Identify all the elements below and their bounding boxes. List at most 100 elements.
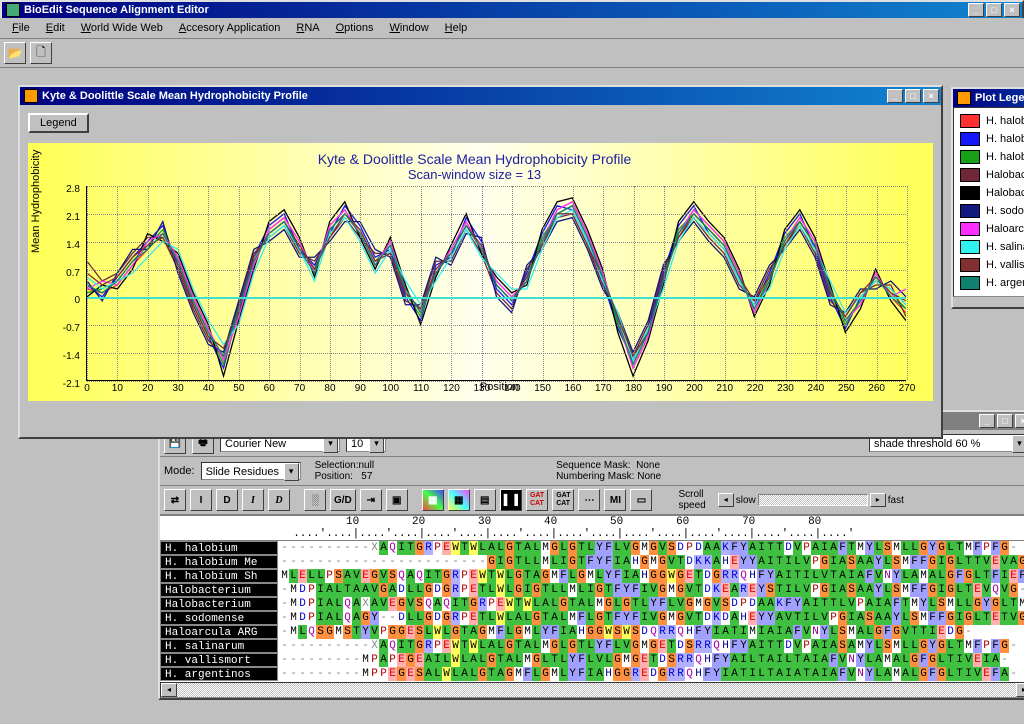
legend-row[interactable]: H. sodomense: [958, 202, 1024, 220]
btn-clip[interactable]: ▣: [386, 489, 408, 511]
ylabel: Mean Hydrophobicity: [30, 150, 42, 253]
seq-name[interactable]: H. halobium Sh: [160, 569, 278, 583]
legend-row[interactable]: H. argentinos ARG-1: [958, 274, 1024, 292]
minimize-button[interactable]: _: [887, 89, 903, 103]
btn-mi[interactable]: MI: [604, 489, 626, 511]
seq-data[interactable]: ---------MPPEGESALWLALGTAGMFLGMLYFIAHGGR…: [278, 667, 1018, 681]
seq-name[interactable]: H. argentinos: [160, 667, 278, 681]
maximize-button[interactable]: □: [986, 3, 1002, 17]
legend-row[interactable]: H. vallismortis: [958, 256, 1024, 274]
seq-scrollbar-h[interactable]: ◂ ▸: [160, 682, 1024, 698]
seq-name[interactable]: H. halobium: [160, 541, 278, 555]
seq-data[interactable]: -MLQSGMSTYVPGGESLWLGTAGMFLGMLYFIAHGGWSWS…: [278, 625, 973, 639]
seq-data[interactable]: -MDPIALQAGY--DLLGDGRPETLWLALGTALMFLGTFYF…: [278, 611, 1024, 625]
btn-ruler[interactable]: ▭: [630, 489, 652, 511]
seq-name[interactable]: Halobacterium: [160, 583, 278, 597]
xtick: 260: [868, 383, 885, 394]
minimize-button[interactable]: _: [979, 414, 995, 428]
chart-title: Kyte & Doolittle Scale Mean Hydrophobici…: [42, 90, 885, 102]
scroll-speed-slider[interactable]: ◂ slow ▸ fast: [718, 493, 904, 507]
btn-D[interactable]: D: [216, 489, 238, 511]
xtick: 120: [443, 383, 460, 394]
xtick: 110: [413, 383, 429, 394]
seq-name[interactable]: Haloarcula ARG: [160, 625, 278, 639]
menu-edit[interactable]: Edit: [38, 20, 73, 36]
seq-data[interactable]: -----------------------GIGTLLMLIGTFYFIAH…: [278, 555, 1024, 569]
btn-D2[interactable]: D: [268, 489, 290, 511]
legend-button[interactable]: Legend: [28, 113, 89, 133]
seq-name[interactable]: H. halobium Me: [160, 555, 278, 569]
btn-I[interactable]: I: [190, 489, 212, 511]
menu-options[interactable]: Options: [328, 20, 382, 36]
seq-rows[interactable]: H. halobium----------XAQITGRPEWTWLALGTAL…: [160, 540, 1024, 682]
btn-gat1[interactable]: GATCAT: [526, 489, 548, 511]
seq-data[interactable]: -MDPIALQAXAVEGVSQAQITGRPEWTWLALGTALMGLGT…: [278, 597, 1024, 611]
seq-data[interactable]: ----------XAQITGRPEWTWLALGTALMGLGTLYFLVG…: [278, 639, 1018, 653]
seq-name[interactable]: H. sodomense: [160, 611, 278, 625]
legend-row[interactable]: H. salinarum: [958, 238, 1024, 256]
close-button[interactable]: ×: [1015, 414, 1024, 428]
btn-grid[interactable]: ▤: [474, 489, 496, 511]
seq-row[interactable]: H. sodomense-MDPIALQAGY--DLLGDGRPETLWLAL…: [160, 611, 1024, 625]
legend-row[interactable]: Halobacterium SG1: [958, 166, 1024, 184]
btn-dots[interactable]: ⋯: [578, 489, 600, 511]
legend-swatch: [960, 258, 980, 272]
seq-row[interactable]: H. halobium----------XAQITGRPEWTWLALGTAL…: [160, 541, 1024, 555]
seq-name[interactable]: H. salinarum: [160, 639, 278, 653]
close-button[interactable]: ×: [923, 89, 939, 103]
menu-window[interactable]: Window: [382, 20, 437, 36]
btn-gd[interactable]: G/D: [330, 489, 356, 511]
minimize-button[interactable]: _: [968, 3, 984, 17]
chart-titlebar[interactable]: Kyte & Doolittle Scale Mean Hydrophobici…: [20, 87, 941, 105]
seq-data[interactable]: ---------MPAPEGEAILWLALGTALMGLTLYFLVLGMG…: [278, 653, 1009, 667]
legend-row[interactable]: H. halobium Shark: [958, 148, 1024, 166]
seq-row[interactable]: H. salinarum----------XAQITGRPEWTWLALGTA…: [160, 639, 1024, 653]
btn-invert[interactable]: ▌▐: [500, 489, 522, 511]
open-folder-button[interactable]: 📂: [4, 42, 26, 64]
seq-row[interactable]: H. halobium Me-----------------------GIG…: [160, 555, 1024, 569]
menu-help[interactable]: Help: [437, 20, 476, 36]
legend-swatch: [960, 114, 980, 128]
btn-gat2[interactable]: GATCAT: [552, 489, 574, 511]
seq-name[interactable]: Halobacterium: [160, 597, 278, 611]
legend-row[interactable]: H. halobium: [958, 112, 1024, 130]
mode-combo[interactable]: Slide Residues: [201, 462, 301, 480]
btn-color1[interactable]: ▦: [422, 489, 444, 511]
legend-swatch: [960, 168, 980, 182]
maximize-button[interactable]: □: [997, 414, 1013, 428]
seq-data[interactable]: MLELLPSAVEGVSQAQITGRPEWTWLGTAGMFLGMLYFIA…: [278, 569, 1024, 583]
sequence-window: _ □ × 💾 🖶 Courier New 10 shade threshold…: [158, 410, 1024, 700]
maximize-button[interactable]: □: [905, 89, 921, 103]
seq-row[interactable]: Halobacterium-MDPIALQAXAVEGVSQAQITGRPEWT…: [160, 597, 1024, 611]
scroll-left-button[interactable]: ◂: [161, 683, 177, 697]
menu-file[interactable]: File: [4, 20, 38, 36]
menu-accesory-application[interactable]: Accesory Application: [171, 20, 289, 36]
seq-row[interactable]: Halobacterium-MDPIALTAAVGADLLGDGRPETLWLG…: [160, 583, 1024, 597]
legend-label: Haloarcula ARG-2.: [986, 223, 1024, 235]
seq-row[interactable]: H. vallismort---------MPAPEGEAILWLALGTAL…: [160, 653, 1024, 667]
new-doc-button[interactable]: 🗋: [30, 42, 52, 64]
seq-name[interactable]: H. vallismort: [160, 653, 278, 667]
swap-button[interactable]: ⇄: [164, 489, 186, 511]
btn-pattern1[interactable]: ░: [304, 489, 326, 511]
scroll-right-button[interactable]: ▸: [1016, 683, 1024, 697]
seq-row[interactable]: H. halobium ShMLELLPSAVEGVSQAQITGRPEWTWL…: [160, 569, 1024, 583]
seq-row[interactable]: H. argentinos---------MPPEGESALWLALGTAGM…: [160, 667, 1024, 681]
seq-data[interactable]: -MDPIALTAAVGADLLGDGRPETLWLGIGTLLMLIGTFYF…: [278, 583, 1024, 597]
seq-row[interactable]: Haloarcula ARG-MLQSGMSTYVPGGESLWLGTAGMFL…: [160, 625, 1024, 639]
btn-narrow[interactable]: ⇥: [360, 489, 382, 511]
btn-I2[interactable]: I: [242, 489, 264, 511]
menu-world-wide-web[interactable]: World Wide Web: [73, 20, 171, 36]
seq-data[interactable]: ----------XAQITGRPEWTWLALGTALMGLGTLYFLVG…: [278, 541, 1018, 555]
ytick: 1.4: [58, 240, 80, 251]
mask-info: Sequence Mask: None Numbering Mask: None: [548, 459, 669, 483]
legend-row[interactable]: H. halobium Mex: [958, 130, 1024, 148]
close-button[interactable]: ×: [1004, 3, 1020, 17]
legend-titlebar[interactable]: Plot Legend _ □ ×: [953, 89, 1024, 107]
main-titlebar[interactable]: BioEdit Sequence Alignment Editor _ □ ×: [0, 0, 1024, 18]
legend-row[interactable]: Halobacterium sp.: [958, 184, 1024, 202]
legend-row[interactable]: Haloarcula ARG-2.: [958, 220, 1024, 238]
menu-rna[interactable]: RNA: [288, 20, 327, 36]
btn-color2[interactable]: ▦: [448, 489, 470, 511]
chart-lines: [87, 186, 906, 380]
